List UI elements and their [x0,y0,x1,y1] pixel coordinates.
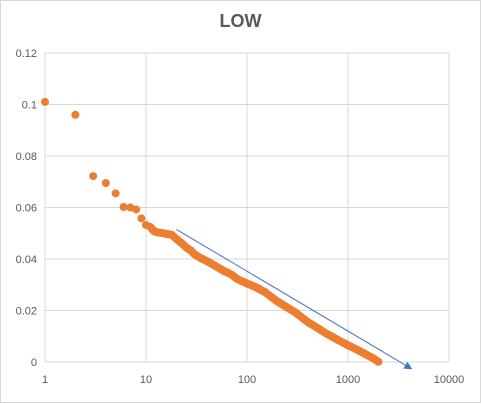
data-point [137,214,146,223]
chart-title: LOW [219,11,262,31]
y-tick-label: 0.08 [16,151,37,163]
data-point [111,189,120,198]
y-tick-label: 0.12 [16,48,37,60]
trendline-arrow [176,228,413,370]
y-tick-label: 0.04 [16,254,37,266]
x-tick-label: 10 [140,374,152,386]
x-tick-label: 100 [238,374,256,386]
y-tick-label: 0.02 [16,306,37,318]
x-tick-label: 1000 [336,374,360,386]
data-point [71,110,80,119]
y-tick-label: 0 [31,357,37,369]
y-tick-label: 0.1 [22,100,37,112]
data-point [101,179,110,188]
x-tick-label: 10000 [434,374,465,386]
data-point [372,356,381,365]
data-point [41,97,49,106]
x-tick-label: 1 [42,374,48,386]
data-point [89,172,98,181]
y-tick-label: 0.06 [16,203,37,215]
data-point [132,205,141,214]
data-point [119,202,128,211]
